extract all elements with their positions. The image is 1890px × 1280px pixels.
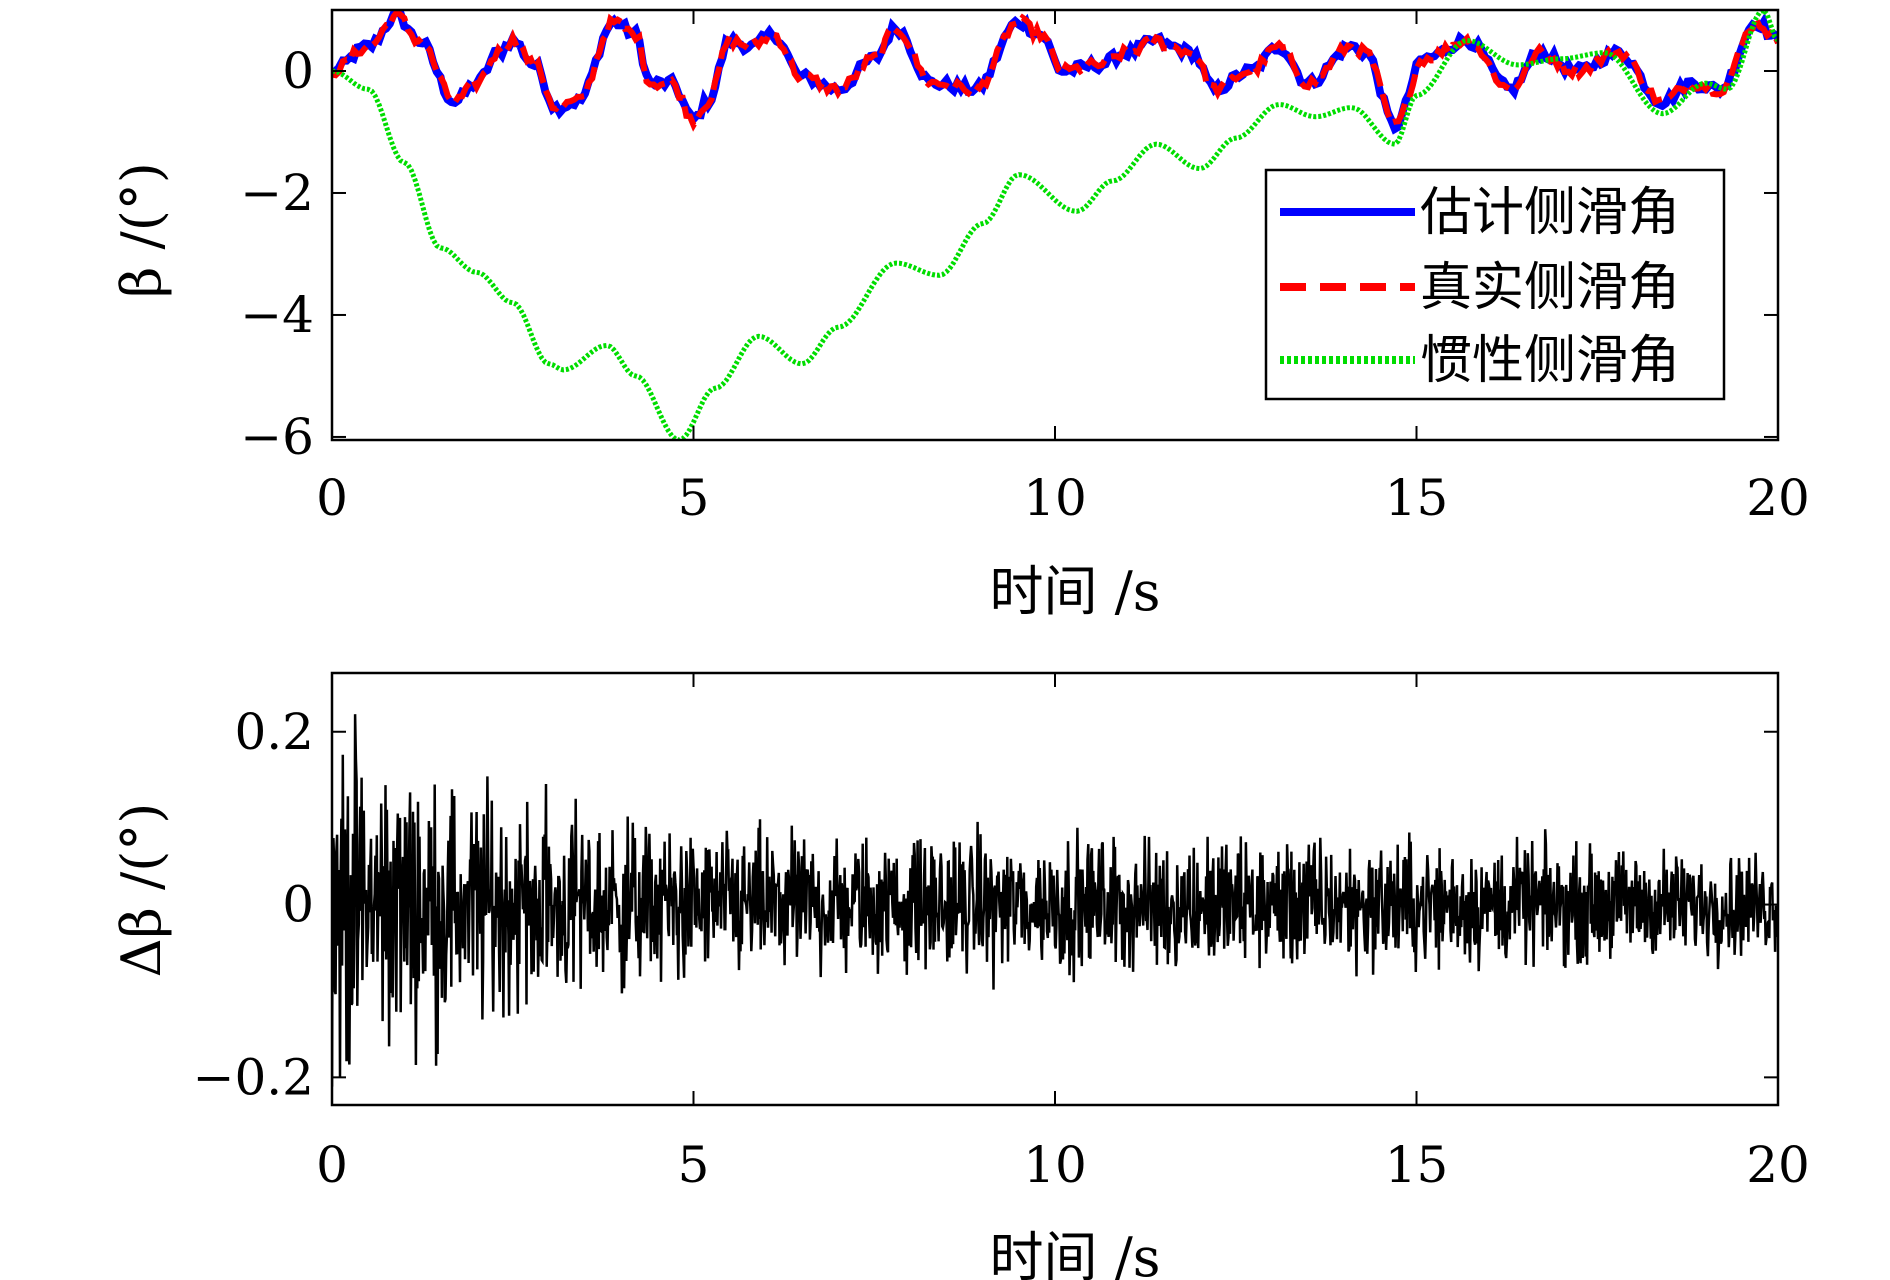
bottom-ytick-label: 0 bbox=[282, 876, 314, 934]
top-ytick-label: −2 bbox=[240, 164, 314, 222]
bottom-xtick-label: 0 bbox=[316, 1136, 348, 1194]
bottom-xtick-label: 20 bbox=[1746, 1136, 1810, 1194]
top-ytick-label: −4 bbox=[240, 286, 314, 344]
top-xtick-label: 0 bbox=[316, 469, 348, 527]
legend-label-true: 真实侧滑角 bbox=[1420, 258, 1680, 318]
legend-label-inertial: 惯性侧滑角 bbox=[1420, 331, 1680, 391]
bottom-plot-ylabel: Δβ /(°) bbox=[110, 803, 173, 978]
top-plot-ylabel: β /(°) bbox=[110, 162, 173, 298]
series-dotted bbox=[332, 10, 1778, 440]
top-plot: 0 5 10 15 20 0 −2 −4 −6 时间 /s β /(°) 估计侧滑角 真实侧滑角… bbox=[110, 8, 1810, 623]
bottom-xtick-label: 10 bbox=[1023, 1136, 1087, 1194]
bottom-plot-xlabel: 时间 /s bbox=[989, 1226, 1160, 1280]
top-xtick-label: 10 bbox=[1023, 469, 1087, 527]
top-xtick-label: 20 bbox=[1746, 469, 1810, 527]
top-ytick-label: 0 bbox=[282, 42, 314, 100]
top-plot-xlabel: 时间 /s bbox=[989, 560, 1160, 623]
series-dashed bbox=[332, 10, 1778, 132]
bottom-plot-ticks: 0 5 10 15 200.20−0.2 bbox=[193, 673, 1810, 1194]
bottom-plot: 0 5 10 15 200.20−0.2 时间 /s Δβ /(°) bbox=[110, 671, 1810, 1280]
bottom-xtick-label: 15 bbox=[1385, 1136, 1449, 1194]
bottom-ytick-label: 0.2 bbox=[234, 703, 314, 761]
series-solid bbox=[332, 10, 1778, 135]
top-ytick-label: −6 bbox=[240, 408, 314, 466]
legend: 估计侧滑角 真实侧滑角 惯性侧滑角 bbox=[1264, 168, 1726, 401]
bottom-xtick-label: 5 bbox=[678, 1136, 710, 1194]
top-xtick-label: 15 bbox=[1385, 469, 1449, 527]
legend-label-estimated: 估计侧滑角 bbox=[1420, 183, 1680, 243]
error-series bbox=[332, 714, 1778, 1087]
top-plot-lines bbox=[332, 10, 1778, 440]
bottom-ytick-label: −0.2 bbox=[193, 1048, 314, 1106]
top-xtick-label: 5 bbox=[678, 469, 710, 527]
bottom-plot-lines bbox=[332, 714, 1778, 1087]
top-plot-ticks: 0 5 10 15 20 0 −2 −4 −6 bbox=[240, 10, 1810, 527]
